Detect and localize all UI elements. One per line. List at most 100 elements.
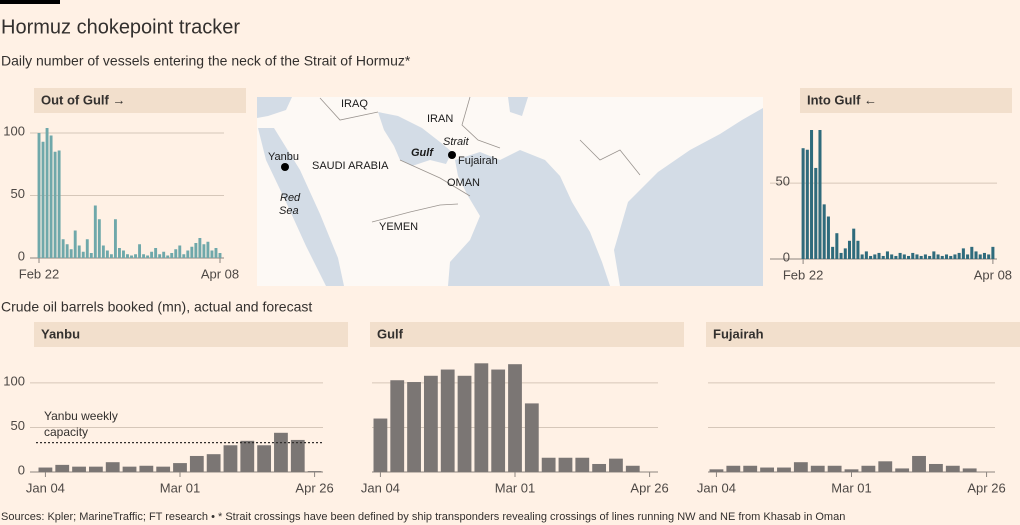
bar: [822, 204, 826, 259]
bar: [223, 445, 238, 472]
bar: [558, 457, 573, 472]
bar: [186, 250, 190, 258]
bar: [839, 252, 843, 259]
bar: [57, 150, 61, 258]
y-tick-label: 50: [11, 186, 25, 201]
map-label: Yanbu: [268, 151, 299, 163]
bar: [166, 255, 170, 258]
bar: [190, 246, 194, 258]
map-water: [448, 150, 610, 286]
bar: [85, 239, 89, 258]
bar: [150, 251, 154, 258]
map-dot: [281, 163, 289, 171]
brand-rule: [0, 0, 60, 4]
bar: [65, 244, 69, 258]
bar: [873, 254, 877, 259]
bar: [138, 244, 142, 258]
bar: [869, 255, 873, 259]
bar: [53, 151, 57, 258]
bar: [45, 128, 49, 258]
bar: [966, 254, 970, 259]
bar: [105, 462, 120, 472]
bar: [508, 364, 522, 472]
bar: [898, 252, 902, 259]
panel-title: Into Gulf ←: [807, 92, 877, 107]
map-water: [378, 112, 452, 166]
bar: [793, 462, 808, 472]
map-label: Red: [280, 192, 301, 204]
bar: [801, 148, 805, 259]
x-tick-label: Apr 26: [630, 480, 668, 495]
x-tick-label: Apr 08: [974, 267, 1012, 282]
bar: [198, 238, 202, 258]
bar: [81, 251, 85, 258]
bar: [178, 245, 182, 258]
bar: [101, 245, 105, 258]
bar: [894, 255, 898, 259]
bar: [88, 466, 103, 472]
bar: [945, 465, 960, 472]
bar: [777, 467, 791, 472]
bar: [827, 465, 842, 472]
bar: [978, 254, 982, 259]
bar: [126, 254, 129, 258]
map-border: [319, 97, 379, 121]
bar: [919, 255, 923, 259]
bar: [202, 244, 206, 258]
bar: [861, 465, 876, 472]
map-water: [258, 128, 344, 286]
bar: [957, 252, 961, 259]
bar: [953, 254, 957, 259]
bar: [982, 252, 986, 259]
x-tick-label: Apr 26: [967, 480, 1005, 495]
bar: [760, 467, 775, 472]
y-tick-label: 0: [18, 248, 25, 263]
y-tick-label: 50: [11, 418, 25, 433]
bar: [940, 255, 944, 259]
y-tick-label: 50: [776, 174, 790, 189]
panel-header: [34, 322, 348, 347]
x-tick-label: Apr 08: [201, 266, 239, 281]
bar: [194, 243, 198, 258]
bar: [912, 455, 926, 472]
bar: [877, 252, 881, 259]
bar: [38, 467, 53, 472]
bar: [810, 130, 814, 259]
bar: [113, 219, 117, 258]
x-tick-label: Mar 01: [495, 480, 535, 495]
bar: [182, 254, 186, 258]
bar: [895, 468, 910, 472]
bar: [847, 240, 852, 259]
bar: [105, 250, 109, 258]
map-label: Gulf: [411, 147, 434, 159]
map-label: IRAQ: [341, 98, 368, 110]
map-dot: [448, 151, 456, 159]
x-tick-label: Apr 26: [295, 480, 333, 495]
x-tick-label: Jan 04: [26, 480, 65, 495]
bar: [881, 255, 885, 259]
map-water: [614, 108, 763, 286]
bar: [878, 461, 893, 472]
bar: [911, 252, 915, 259]
section-title: Crude oil barrels booked (mn), actual an…: [1, 299, 312, 315]
bar: [407, 382, 421, 472]
bar: [73, 230, 77, 258]
bar: [61, 239, 65, 258]
panel-title: Gulf: [377, 326, 404, 341]
bar: [142, 254, 146, 258]
bar: [214, 248, 218, 258]
bar: [170, 253, 174, 258]
panel-title: Fujairah: [713, 326, 764, 341]
y-tick-label: 0: [783, 249, 790, 264]
bar: [923, 254, 927, 259]
bar: [970, 246, 974, 259]
map-label: YEMEN: [379, 221, 418, 233]
bar: [117, 248, 121, 258]
bar: [962, 468, 977, 472]
bar: [743, 465, 758, 472]
bar: [541, 457, 556, 472]
bar: [257, 445, 272, 472]
bar: [240, 440, 255, 472]
